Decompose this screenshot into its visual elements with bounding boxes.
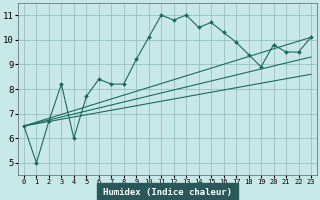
X-axis label: Humidex (Indice chaleur): Humidex (Indice chaleur): [103, 188, 232, 197]
